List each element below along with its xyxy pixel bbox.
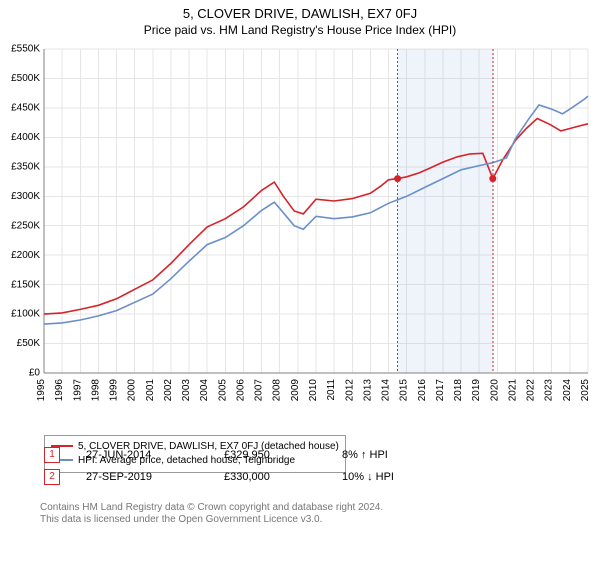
svg-text:£450K: £450K — [11, 103, 40, 114]
svg-text:£50K: £50K — [17, 338, 41, 349]
svg-text:£200K: £200K — [11, 250, 40, 261]
svg-text:2010: 2010 — [308, 379, 319, 402]
transaction-marker: 1 — [44, 447, 60, 463]
svg-text:2004: 2004 — [199, 379, 210, 402]
footnote-line2: This data is licensed under the Open Gov… — [40, 514, 322, 525]
svg-text:2017: 2017 — [435, 379, 446, 402]
price-chart: £0 £50K £100K £150K £200K £250K £300K £350K £400… — [0, 37, 600, 417]
svg-text:2016: 2016 — [417, 379, 428, 402]
marker-2-dot — [489, 175, 496, 182]
svg-text:2012: 2012 — [344, 379, 355, 402]
svg-text:2014: 2014 — [381, 379, 392, 402]
svg-text:2003: 2003 — [181, 379, 192, 402]
svg-text:2006: 2006 — [235, 379, 246, 402]
svg-text:2015: 2015 — [399, 379, 410, 402]
svg-text:2025: 2025 — [580, 379, 591, 402]
svg-text:1996: 1996 — [54, 379, 65, 402]
svg-text:2013: 2013 — [362, 379, 373, 402]
svg-text:2024: 2024 — [562, 379, 573, 402]
transaction-date: 27-SEP-2019 — [82, 466, 220, 488]
svg-text:2019: 2019 — [471, 379, 482, 402]
svg-text:2002: 2002 — [163, 379, 174, 402]
svg-text:2023: 2023 — [544, 379, 555, 402]
svg-text:£150K: £150K — [11, 279, 40, 290]
transaction-row: 2 27-SEP-2019£330,00010% ↓ HPI — [40, 466, 560, 488]
svg-text:2022: 2022 — [526, 379, 537, 402]
transaction-marker: 2 — [44, 469, 60, 485]
marker-1-dot — [394, 175, 401, 182]
svg-text:£250K: £250K — [11, 220, 40, 231]
footnote: Contains HM Land Registry data © Crown c… — [40, 502, 560, 526]
transaction-diff: 8% ↑ HPI — [338, 444, 560, 466]
svg-text:2008: 2008 — [272, 379, 283, 402]
svg-text:£550K: £550K — [11, 44, 40, 55]
transaction-price: £329,950 — [220, 444, 338, 466]
transaction-date: 27-JUN-2014 — [82, 444, 220, 466]
svg-text:1999: 1999 — [109, 379, 120, 402]
chart-title: 5, CLOVER DRIVE, DAWLISH, EX7 0FJ — [0, 6, 600, 21]
footnote-line1: Contains HM Land Registry data © Crown c… — [40, 502, 383, 513]
chart-subtitle: Price paid vs. HM Land Registry's House … — [0, 23, 600, 37]
transaction-price: £330,000 — [220, 466, 338, 488]
svg-text:2005: 2005 — [217, 379, 228, 402]
svg-text:£0: £0 — [29, 368, 41, 379]
svg-text:1998: 1998 — [90, 379, 101, 402]
chart-area: £0 £50K £100K £150K £200K £250K £300K £350K £400… — [0, 37, 600, 417]
transaction-diff: 10% ↓ HPI — [338, 466, 560, 488]
svg-text:1997: 1997 — [72, 379, 83, 402]
svg-text:£400K: £400K — [11, 132, 40, 143]
svg-text:2000: 2000 — [127, 379, 138, 402]
svg-text:2009: 2009 — [290, 379, 301, 402]
svg-text:£500K: £500K — [11, 73, 40, 84]
svg-text:£100K: £100K — [11, 309, 40, 320]
transactions-table: 1 27-JUN-2014£329,9508% ↑ HPI 2 27-SEP-2019… — [40, 444, 560, 488]
svg-text:2011: 2011 — [326, 379, 337, 401]
svg-text:2001: 2001 — [145, 379, 156, 402]
svg-text:£350K: £350K — [11, 161, 40, 172]
svg-text:2020: 2020 — [489, 379, 500, 402]
svg-text:2018: 2018 — [453, 379, 464, 402]
svg-text:£300K: £300K — [11, 191, 40, 202]
transaction-row: 1 27-JUN-2014£329,9508% ↑ HPI — [40, 444, 560, 466]
svg-text:1995: 1995 — [36, 379, 47, 402]
svg-text:2007: 2007 — [254, 379, 265, 402]
svg-text:2021: 2021 — [507, 379, 518, 402]
